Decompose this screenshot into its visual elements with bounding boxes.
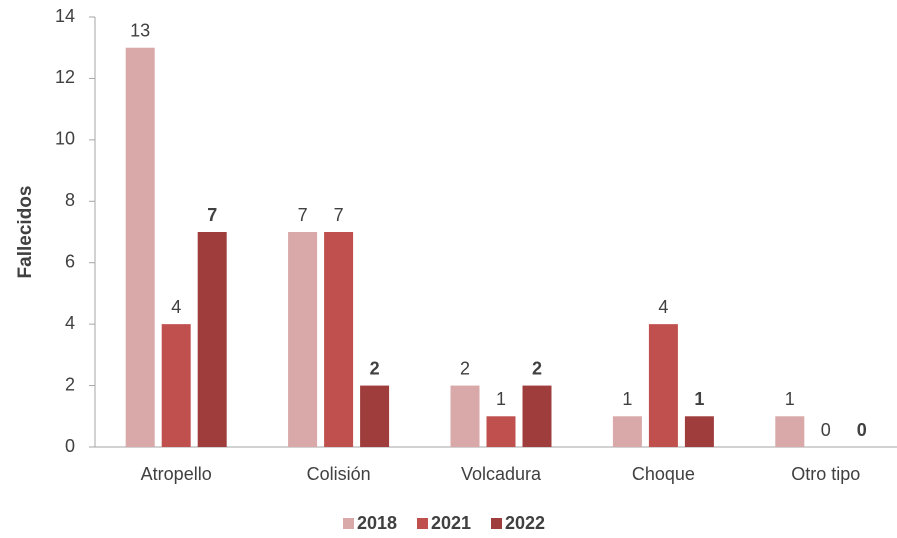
bar — [684, 416, 714, 447]
bar — [125, 47, 155, 447]
y-tick-label: 8 — [65, 190, 75, 210]
data-label: 13 — [130, 20, 150, 40]
bar — [522, 385, 552, 447]
y-tick-label: 4 — [65, 313, 75, 333]
y-tick-label: 14 — [55, 6, 75, 26]
legend-swatch — [343, 518, 354, 529]
legend-swatch — [417, 518, 428, 529]
bar — [648, 324, 678, 447]
x-tick-label: Volcadura — [461, 464, 542, 484]
data-label: 1 — [694, 389, 704, 409]
x-tick-label: Otro tipo — [791, 464, 860, 484]
x-tick-label: Atropello — [141, 464, 212, 484]
legend-label: 2021 — [431, 513, 471, 533]
data-label: 7 — [207, 205, 217, 225]
x-tick-label: Choque — [632, 464, 695, 484]
bar — [360, 385, 390, 447]
data-label: 2 — [460, 358, 470, 378]
bar — [324, 232, 354, 447]
data-label: 1 — [785, 389, 795, 409]
bar — [161, 324, 191, 447]
legend-label: 2018 — [357, 513, 397, 533]
x-tick-label: Colisión — [307, 464, 371, 484]
data-label: 0 — [857, 420, 867, 440]
data-label: 4 — [658, 297, 668, 317]
bar — [450, 385, 480, 447]
data-label: 4 — [171, 297, 181, 317]
y-tick-label: 2 — [65, 374, 75, 394]
y-tick-label: 0 — [65, 436, 75, 456]
data-label: 1 — [622, 389, 632, 409]
bar — [775, 416, 805, 447]
data-label: 2 — [532, 358, 542, 378]
y-tick-label: 6 — [65, 251, 75, 271]
bar — [197, 232, 227, 447]
data-label: 0 — [821, 420, 831, 440]
bar — [288, 232, 318, 447]
bar — [612, 416, 642, 447]
data-label: 1 — [496, 389, 506, 409]
data-label: 7 — [334, 205, 344, 225]
data-label: 2 — [370, 358, 380, 378]
data-label: 7 — [298, 205, 308, 225]
y-tick-label: 12 — [55, 67, 75, 87]
legend-swatch — [491, 518, 502, 529]
bar — [486, 416, 516, 447]
y-tick-label: 10 — [55, 129, 75, 149]
y-axis-label: Fallecidos — [15, 186, 36, 279]
legend-label: 2022 — [505, 513, 545, 533]
